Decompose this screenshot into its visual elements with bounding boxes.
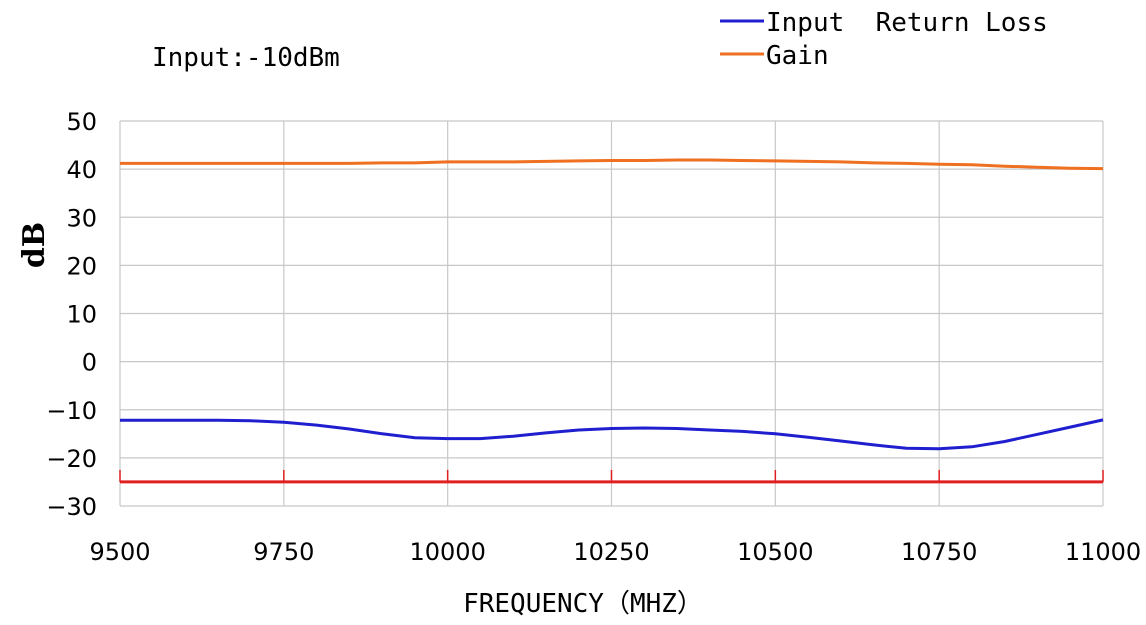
x-tick-label: 10250	[573, 538, 649, 566]
grid	[119, 120, 1104, 507]
x-tick-label: 11000	[1065, 538, 1141, 566]
y-tick-label: 50	[66, 108, 97, 136]
x-tick-label: 10750	[901, 538, 977, 566]
y-tick-label: −20	[46, 445, 97, 473]
x-tick-label: 10000	[409, 538, 485, 566]
y-tick-label: 10	[66, 301, 97, 329]
y-axis-title: dB	[17, 222, 52, 268]
y-tick-label: −10	[46, 397, 97, 425]
x-tick-label: 9500	[89, 538, 150, 566]
y-tick-label: 20	[66, 252, 97, 280]
y-tick-label: −30	[46, 493, 97, 521]
legend-label-gain: Gain	[766, 41, 829, 71]
series-group	[119, 158, 1104, 484]
x-tick-label: 10500	[737, 538, 813, 566]
series-line-0	[120, 418, 1104, 451]
chart-annotation: Input:-10dBm	[152, 43, 340, 73]
y-tick-label: 40	[66, 156, 97, 184]
x-tick-label: 9750	[253, 538, 314, 566]
x-axis-title: FREQUENCY（MHZ）	[463, 589, 703, 619]
ticks: −30 −20 −10 0 10 20 30 40 50 9500 9750 10000 10250 10…	[46, 108, 1141, 566]
y-tick-label: 0	[82, 349, 97, 377]
legend: Input Return Loss Gain	[720, 8, 1048, 71]
y-tick-label: 30	[66, 204, 97, 232]
series-line-1	[120, 158, 1104, 171]
legend-label-input-return-loss: Input Return Loss	[766, 8, 1048, 38]
